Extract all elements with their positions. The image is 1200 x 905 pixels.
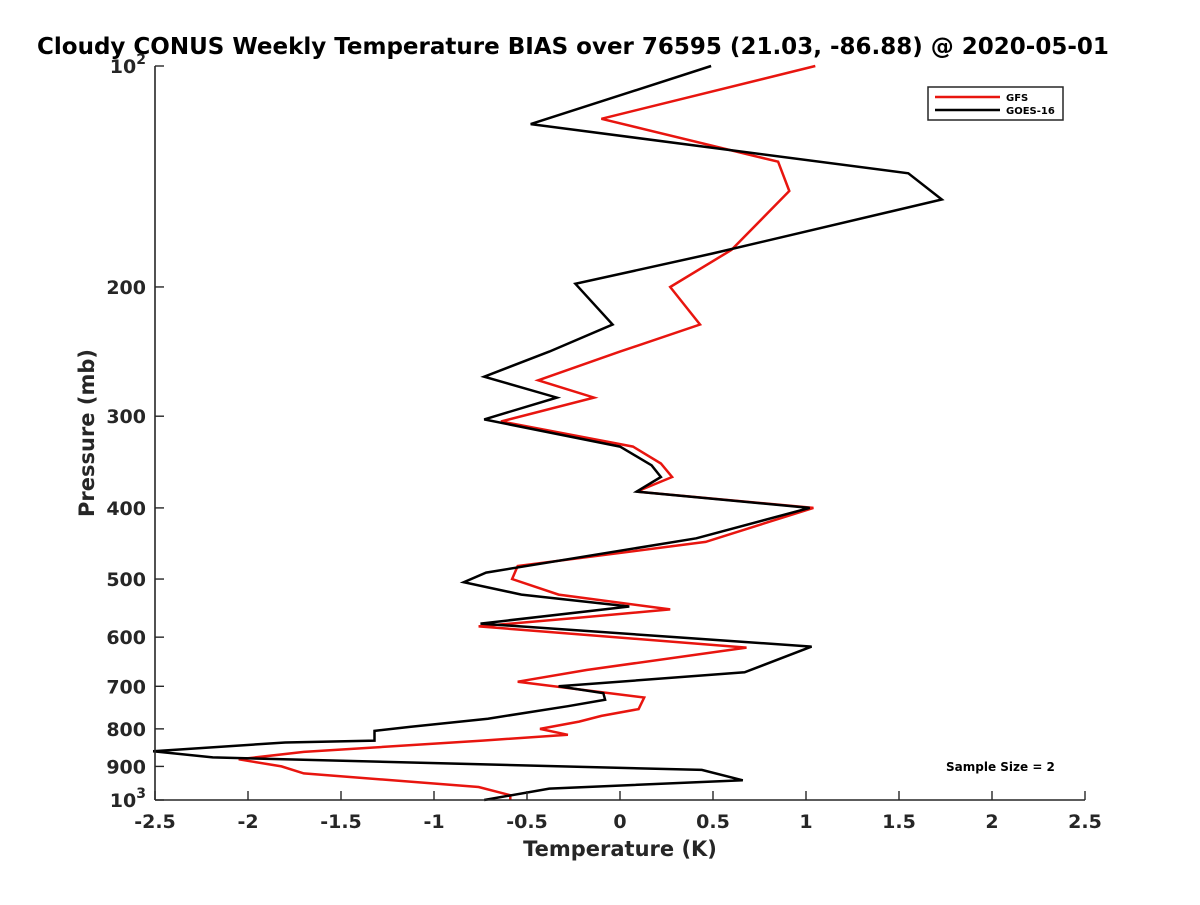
legend-label-gfs: GFS	[1006, 93, 1028, 104]
y-tick-label: 900	[106, 756, 146, 778]
x-tick-label: 0	[613, 811, 626, 833]
legend: GFS GOES-16	[927, 86, 1064, 121]
legend-box	[927, 86, 1064, 121]
y-tick-label: 500	[106, 569, 146, 591]
chart-title: Cloudy CONUS Weekly Temperature BIAS ove…	[37, 34, 1109, 60]
y-axis-label: Pressure (mb)	[75, 349, 99, 517]
y-tick-label: 600	[106, 627, 146, 649]
y-tick-label: 400	[106, 498, 146, 520]
y-tick-label: 800	[106, 719, 146, 741]
x-tick-label: 2.5	[1068, 811, 1102, 833]
x-tick-label: -2.5	[134, 811, 176, 833]
x-tick-label: 1.5	[882, 811, 916, 833]
x-tick-label: 0.5	[696, 811, 730, 833]
y-tick-label: 200	[106, 277, 146, 299]
x-tick-label: -1	[423, 811, 444, 833]
y-tick-label: 300	[106, 406, 146, 428]
legend-label-goes16: GOES-16	[1006, 106, 1055, 117]
x-tick-label: 1	[799, 811, 812, 833]
series-line-gfs	[238, 64, 816, 800]
x-tick-label: -2	[237, 811, 258, 833]
y-tick-label: 103	[110, 786, 146, 812]
series-line-goes16	[152, 64, 945, 802]
y-tick-label: 102	[110, 52, 146, 78]
y-tick-label: 700	[106, 676, 146, 698]
sample-size-annotation: Sample Size = 2	[946, 760, 1055, 774]
x-tick-label: -0.5	[506, 811, 548, 833]
x-tick-label: 2	[985, 811, 998, 833]
x-tick-label: -1.5	[320, 811, 362, 833]
axes-layer: -2.5 -2 -1.5 -1 -0.5 0 0.5 1 1.5 2 2.5 102 200 300 400…	[106, 52, 1102, 833]
x-axis-label: Temperature (K)	[523, 837, 717, 861]
series-layer	[152, 64, 945, 802]
